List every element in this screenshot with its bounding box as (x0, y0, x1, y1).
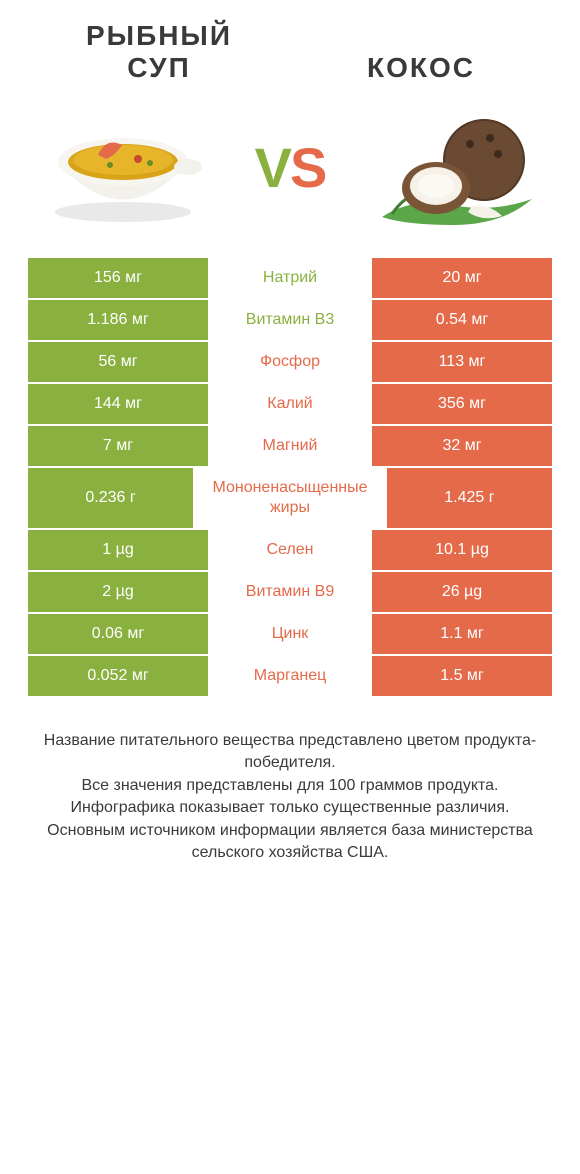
comparison-table: 156 мгНатрий20 мг1.186 мгВитамин B30.54 … (28, 258, 552, 696)
table-row: 156 мгНатрий20 мг (28, 258, 552, 298)
right-value-cell: 1.5 мг (372, 656, 552, 696)
footer-line: Название питательного вещества представл… (28, 730, 552, 775)
vs-label: VS (230, 135, 350, 200)
right-value-cell: 113 мг (372, 342, 552, 382)
footer-line: Основным источником информации является … (28, 820, 552, 865)
nutrient-label: Калий (208, 384, 372, 424)
right-food-image (362, 102, 552, 232)
footer-notes: Название питательного вещества представл… (28, 730, 552, 864)
left-title-line1: Рыбный (86, 20, 232, 51)
right-value-cell: 26 µg (372, 572, 552, 612)
footer-line: Все значения представлены для 100 граммо… (28, 775, 552, 797)
right-value-cell: 356 мг (372, 384, 552, 424)
left-value-cell: 156 мг (28, 258, 208, 298)
nutrient-label: Витамин B9 (208, 572, 372, 612)
nutrient-label: Магний (208, 426, 372, 466)
comparison-infographic: Рыбный суп Кокос VS (0, 0, 580, 904)
nutrient-label: Витамин B3 (208, 300, 372, 340)
nutrient-label: Марганец (208, 656, 372, 696)
table-row: 1.186 мгВитамин B30.54 мг (28, 300, 552, 340)
left-value-cell: 144 мг (28, 384, 208, 424)
right-title-line1: Кокос (367, 52, 475, 83)
table-row: 2 µgВитамин B926 µg (28, 572, 552, 612)
illustration-row: VS (28, 102, 552, 232)
left-value-cell: 0.06 мг (28, 614, 208, 654)
right-value-cell: 32 мг (372, 426, 552, 466)
table-row: 1 µgСелен10.1 µg (28, 530, 552, 570)
footer-line: Инфографика показывает только существенн… (28, 797, 552, 819)
left-value-cell: 2 µg (28, 572, 208, 612)
right-value-cell: 20 мг (372, 258, 552, 298)
nutrient-label: Мононенасыщенные жиры (193, 468, 387, 528)
nutrient-label: Фосфор (208, 342, 372, 382)
right-value-cell: 0.54 мг (372, 300, 552, 340)
right-value-cell: 1.1 мг (372, 614, 552, 654)
left-food-image (28, 107, 218, 227)
left-value-cell: 7 мг (28, 426, 208, 466)
table-row: 7 мгМагний32 мг (28, 426, 552, 466)
left-value-cell: 1.186 мг (28, 300, 208, 340)
nutrient-label: Натрий (208, 258, 372, 298)
right-value-cell: 10.1 µg (372, 530, 552, 570)
nutrient-label: Селен (208, 530, 372, 570)
table-row: 144 мгКалий356 мг (28, 384, 552, 424)
table-row: 0.236 гМононенасыщенные жиры1.425 г (28, 468, 552, 528)
left-value-cell: 56 мг (28, 342, 208, 382)
table-row: 0.06 мгЦинк1.1 мг (28, 614, 552, 654)
right-value-cell: 1.425 г (387, 468, 552, 528)
left-value-cell: 0.236 г (28, 468, 193, 528)
nutrient-label: Цинк (208, 614, 372, 654)
right-food-title: Кокос (290, 20, 552, 84)
left-value-cell: 1 µg (28, 530, 208, 570)
header: Рыбный суп Кокос (28, 20, 552, 84)
left-title-line2: суп (127, 52, 190, 83)
left-value-cell: 0.052 мг (28, 656, 208, 696)
vs-s: S (290, 136, 325, 199)
table-row: 0.052 мгМарганец1.5 мг (28, 656, 552, 696)
vs-v: V (255, 136, 290, 199)
left-food-title: Рыбный суп (28, 20, 290, 84)
table-row: 56 мгФосфор113 мг (28, 342, 552, 382)
